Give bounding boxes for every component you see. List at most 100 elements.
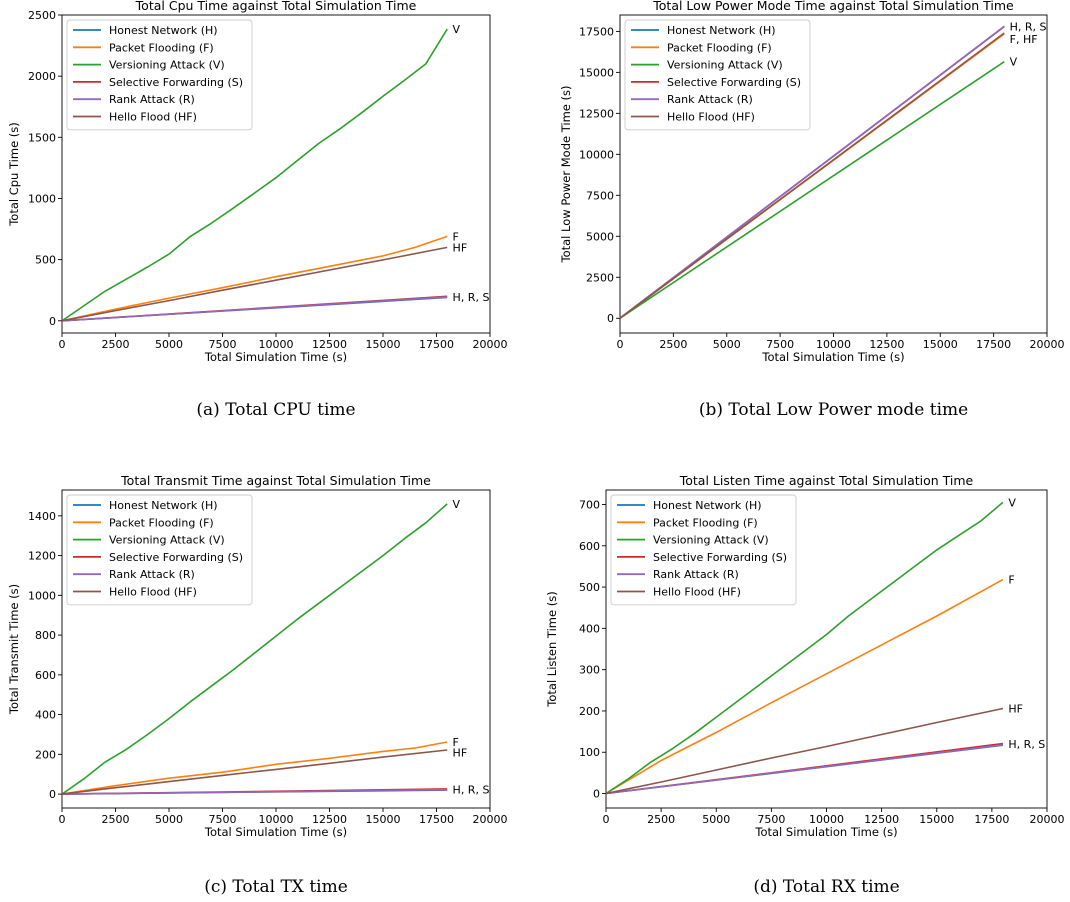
y-axis-label: Total Cpu Time (s) — [7, 122, 21, 227]
series-line-5 — [61, 788, 448, 795]
legend-label: Versioning Attack (V) — [667, 59, 783, 72]
series-line-6 — [619, 32, 1005, 319]
chart-title: Total Listen Time against Total Simulati… — [679, 473, 974, 488]
y-tick-label: 600 — [35, 669, 56, 682]
figure-caption: (a) Total CPU time — [196, 400, 355, 420]
x-tick-label: 10000 — [259, 813, 294, 826]
line-annotation: V — [1010, 56, 1018, 69]
series-line-5 — [605, 744, 1003, 795]
figure-caption: (b) Total Low Power mode time — [699, 400, 968, 420]
series-line-6 — [61, 246, 448, 322]
x-tick-label: 2500 — [647, 813, 675, 826]
y-axis-label: Total Low Power Mode Time (s) — [559, 86, 573, 264]
x-tick-label: 17500 — [419, 338, 454, 351]
legend-label: Packet Flooding (F) — [109, 516, 214, 529]
legend: Honest Network (H) Packet Flooding (F) Ver… — [624, 19, 811, 131]
x-tick-label: 0 — [603, 813, 610, 826]
x-tick-label: 7500 — [209, 338, 237, 351]
legend-label: Versioning Attack (V) — [109, 534, 225, 547]
line-annotation: F, HF — [1010, 33, 1038, 46]
legend-label: Rank Attack (R) — [653, 568, 739, 581]
y-tick-label: 0 — [593, 788, 600, 801]
y-tick-label: 200 — [579, 705, 600, 718]
legend-label: Selective Forwarding (S) — [667, 76, 801, 89]
line-annotation: V — [453, 23, 461, 36]
x-axis-label: Total Simulation Time (s) — [761, 350, 904, 364]
line-annotation: H, R, S — [453, 784, 490, 797]
series-line-3 — [619, 61, 1005, 319]
legend-label: Rank Attack (R) — [109, 568, 195, 581]
y-tick-label: 12500 — [579, 107, 614, 120]
y-tick-label: 2500 — [28, 9, 56, 22]
series-line-3 — [61, 503, 448, 795]
x-tick-label: 12500 — [312, 338, 347, 351]
y-tick-label: 10000 — [579, 148, 614, 161]
legend-label: Selective Forwarding (S) — [109, 76, 243, 89]
x-tick-label: 0 — [59, 338, 66, 351]
x-tick-label: 20000 — [473, 813, 508, 826]
x-tick-label: 2500 — [102, 813, 130, 826]
y-tick-label: 0 — [607, 312, 614, 325]
legend-label: Selective Forwarding (S) — [653, 551, 787, 564]
chart-title: Total Low Power Mode Time against Total … — [652, 0, 1014, 13]
legend: Honest Network (H) Packet Flooding (F) Ver… — [610, 494, 797, 606]
legend-label: Honest Network (H) — [667, 24, 776, 37]
series-line-2 — [61, 741, 448, 795]
y-tick-label: 1200 — [28, 550, 56, 563]
y-tick-label: 500 — [579, 581, 600, 594]
y-tick-label: 1000 — [28, 192, 56, 205]
series-line-3 — [605, 501, 1004, 795]
series-line-2 — [605, 578, 1004, 795]
x-tick-label: 15000 — [366, 338, 401, 351]
x-tick-label: 10000 — [809, 813, 844, 826]
series-line-6 — [61, 749, 448, 795]
line-annotation: HF — [453, 746, 468, 759]
x-tick-label: 7500 — [757, 813, 785, 826]
y-tick-label: 200 — [35, 748, 56, 761]
legend-label: Hello Flood (HF) — [667, 111, 755, 124]
y-tick-label: 500 — [35, 254, 56, 267]
x-tick-label: 20000 — [1030, 338, 1065, 351]
legend-label: Packet Flooding (F) — [109, 41, 214, 54]
x-tick-label: 17500 — [419, 813, 454, 826]
x-tick-label: 20000 — [473, 338, 508, 351]
legend-label: Hello Flood (HF) — [109, 111, 197, 124]
x-tick-label: 5000 — [155, 338, 183, 351]
x-tick-label: 10000 — [816, 338, 851, 351]
series-line-3 — [61, 28, 448, 322]
x-axis-label: Total Simulation Time (s) — [204, 350, 347, 364]
x-tick-label: 5000 — [155, 813, 183, 826]
legend-label: Rank Attack (R) — [109, 93, 195, 106]
x-tick-label: 17500 — [974, 813, 1009, 826]
legend: Honest Network (H) Packet Flooding (F) Ver… — [66, 494, 253, 606]
x-tick-label: 12500 — [869, 338, 904, 351]
legend-label: Honest Network (H) — [653, 499, 762, 512]
series-line-6 — [605, 707, 1004, 795]
line-annotation: H, R, S — [1010, 20, 1047, 33]
x-tick-label: 5000 — [702, 813, 730, 826]
x-tick-label: 15000 — [366, 813, 401, 826]
legend-label: Versioning Attack (V) — [109, 59, 225, 72]
legend-label: Versioning Attack (V) — [653, 534, 769, 547]
x-tick-label: 17500 — [976, 338, 1011, 351]
y-tick-label: 1400 — [28, 510, 56, 523]
line-annotation: V — [453, 498, 461, 511]
legend-label: Selective Forwarding (S) — [109, 551, 243, 564]
y-tick-label: 5000 — [586, 230, 614, 243]
line-annotation: F — [453, 230, 459, 243]
legend: Honest Network (H) Packet Flooding (F) Ver… — [66, 19, 253, 131]
x-tick-label: 2500 — [102, 338, 130, 351]
y-tick-label: 2500 — [586, 271, 614, 284]
legend-label: Rank Attack (R) — [667, 93, 753, 106]
x-tick-label: 0 — [617, 338, 624, 351]
chart-panel-3: Total Transmit Time against Total Simula… — [7, 473, 508, 897]
chart-title: Total Cpu Time against Total Simulation … — [135, 0, 417, 13]
x-tick-label: 7500 — [209, 813, 237, 826]
x-tick-label: 5000 — [713, 338, 741, 351]
x-tick-label: 0 — [59, 813, 66, 826]
y-tick-label: 600 — [579, 540, 600, 553]
y-tick-label: 100 — [579, 746, 600, 759]
chart-panel-1: Total Cpu Time against Total Simulation … — [7, 0, 508, 420]
y-tick-label: 0 — [49, 315, 56, 328]
legend-label: Honest Network (H) — [109, 499, 218, 512]
